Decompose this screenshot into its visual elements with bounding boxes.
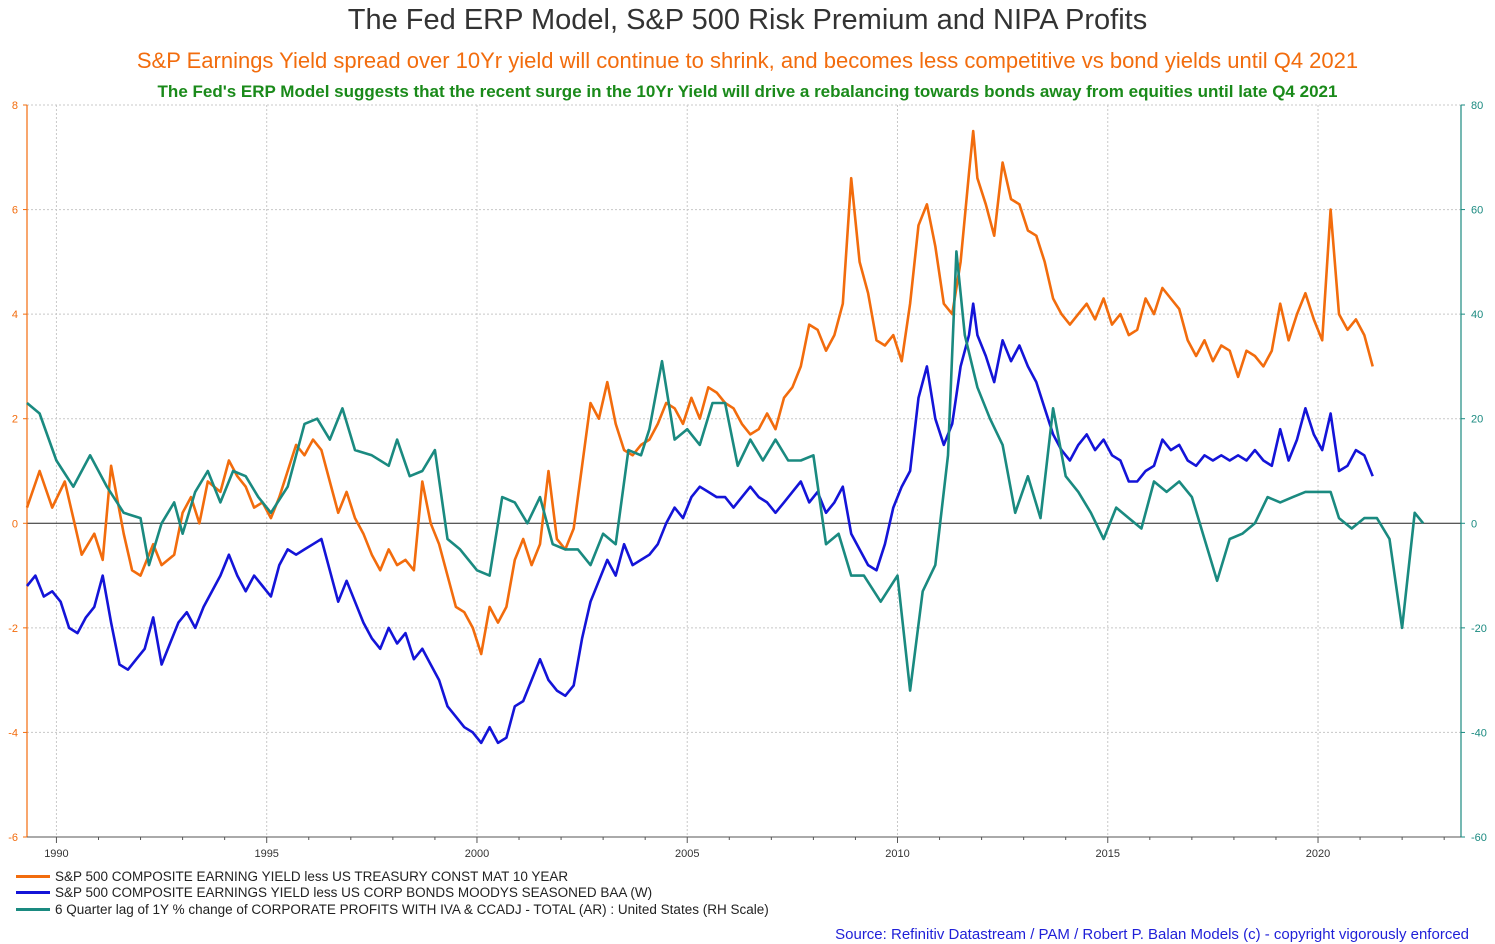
y-left-tick-label: 6: [12, 205, 18, 217]
y-left-tick-label: -4: [8, 727, 18, 739]
chart-title: The Fed ERP Model, S&P 500 Risk Premium …: [347, 4, 1148, 36]
x-tick-label: 2020: [1306, 848, 1330, 860]
source-note: Source: Refinitiv Datastream / PAM / Rob…: [835, 926, 1469, 943]
legend-swatch: [16, 875, 50, 878]
y-left-tick-label: 0: [12, 518, 18, 530]
y-left-tick-label: 8: [12, 100, 18, 112]
x-tick-label: 1990: [44, 848, 68, 860]
legend-swatch: [16, 908, 50, 911]
y-left-tick-label: -2: [8, 623, 18, 635]
y-left-tick-label: 2: [12, 414, 18, 426]
chart-subtitle-2: The Fed's ERP Model suggests that the re…: [157, 82, 1338, 101]
y-right-tick-label: 20: [1471, 414, 1483, 426]
legend-swatch: [16, 891, 50, 894]
legend-label: S&P 500 COMPOSITE EARNINGS YIELD less US…: [55, 885, 653, 900]
legend-item-baa-spread: S&P 500 COMPOSITE EARNINGS YIELD less US…: [16, 885, 652, 900]
legend-item-treasury-spread: S&P 500 COMPOSITE EARNING YIELD less US …: [16, 869, 568, 884]
series-corporate-profits-line: [26, 250, 1425, 692]
x-tick-label: 1995: [254, 848, 278, 860]
legend-item-corporate-profits: 6 Quarter lag of 1Y % change of CORPORAT…: [16, 902, 769, 917]
y-right-tick-label: -20: [1471, 623, 1487, 635]
chart-subtitle: S&P Earnings Yield spread over 10Yr yiel…: [136, 48, 1359, 73]
y-right-tick-label: 40: [1471, 309, 1483, 321]
y-right-tick-label: -40: [1471, 727, 1487, 739]
y-left-tick-label: -6: [8, 832, 18, 844]
y-right-tick-label: 60: [1471, 205, 1483, 217]
series-baa-spread-line: [25, 302, 1374, 745]
y-left-tick-label: 4: [12, 309, 18, 321]
legend-label: S&P 500 COMPOSITE EARNING YIELD less US …: [55, 869, 569, 884]
x-tick-label: 2005: [675, 848, 699, 860]
legend-label: 6 Quarter lag of 1Y % change of CORPORAT…: [55, 902, 769, 917]
x-tick-label: 2000: [465, 848, 489, 860]
y-right-tick-label: -60: [1471, 832, 1487, 844]
x-tick-label: 2015: [1096, 848, 1120, 860]
x-tick-label: 2010: [885, 848, 909, 860]
y-right-tick-label: 80: [1471, 100, 1483, 112]
y-right-tick-label: 0: [1471, 518, 1477, 530]
series-treasury-spread-line: [25, 129, 1374, 656]
